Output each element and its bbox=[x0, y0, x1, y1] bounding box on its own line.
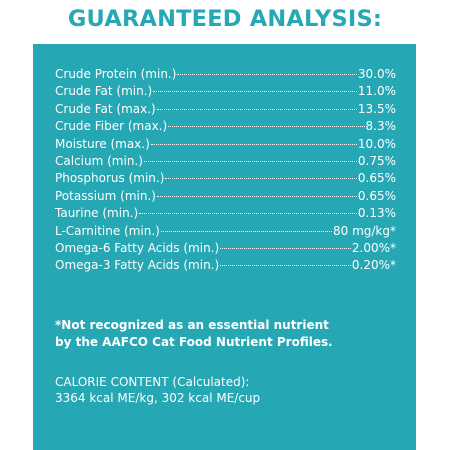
analysis-panel: Crude Protein (min.) 30.0% Crude Fat (mi… bbox=[33, 44, 416, 450]
footnote-line: *Not recognized as an essential nutrient bbox=[55, 318, 329, 332]
nutrient-label: Potassium (min.) bbox=[55, 188, 156, 203]
calorie-heading: CALORIE CONTENT (Calculated): bbox=[55, 375, 250, 389]
nutrient-label: Crude Fiber (max.) bbox=[55, 119, 168, 134]
nutrient-value: 0.20%* bbox=[351, 258, 396, 273]
nutrient-value: 0.13% bbox=[357, 206, 396, 221]
nutrient-value: 13.5% bbox=[357, 101, 396, 116]
dot-leader bbox=[177, 74, 357, 75]
dot-leader bbox=[150, 143, 357, 145]
nutrient-label: Taurine (min.) bbox=[55, 206, 139, 221]
nutrient-value: 0.65% bbox=[357, 188, 396, 203]
analysis-row: Crude Fat (max.) 13.5% bbox=[55, 101, 396, 118]
analysis-row: Crude Protein (min.) 30.0% bbox=[55, 66, 396, 83]
analysis-row: Phosphorus (min.) 0.65% bbox=[55, 170, 396, 187]
dot-leader bbox=[220, 247, 351, 249]
nutrient-value: 11.0% bbox=[357, 84, 396, 99]
dot-leader bbox=[165, 178, 357, 180]
nutrient-label: Calcium (min.) bbox=[55, 153, 143, 168]
nutrient-label: L-Carnitine (min.) bbox=[55, 223, 160, 238]
nutrient-label: Phosphorus (min.) bbox=[55, 171, 165, 186]
nutrient-label: Crude Fat (min.) bbox=[55, 84, 153, 99]
dot-leader bbox=[220, 265, 351, 267]
dot-leader bbox=[139, 213, 357, 215]
nutrient-label: Moisture (max.) bbox=[55, 136, 150, 151]
nutrient-label: Crude Protein (min.) bbox=[55, 67, 177, 81]
dot-leader bbox=[143, 160, 357, 162]
nutrient-label: Omega-3 Fatty Acids (min.) bbox=[55, 258, 220, 273]
calorie-value: 3364 kcal ME/kg, 302 kcal ME/cup bbox=[55, 391, 261, 405]
page-title: GUARANTEED ANALYSIS: bbox=[67, 6, 383, 32]
calorie-content: CALORIE CONTENT (Calculated): 3364 kcal … bbox=[55, 374, 405, 406]
dot-leader bbox=[156, 108, 357, 110]
analysis-row: Crude Fiber (max.) 8.3% bbox=[55, 118, 396, 135]
nutrient-value: 0.75% bbox=[357, 153, 396, 168]
analysis-row: Calcium (min.) 0.75% bbox=[55, 153, 396, 170]
analysis-list: Crude Protein (min.) 30.0% Crude Fat (mi… bbox=[55, 66, 396, 275]
footnote: *Not recognized as an essential nutrient… bbox=[55, 317, 405, 351]
footnote-line: by the AAFCO Cat Food Nutrient Profiles. bbox=[55, 335, 333, 349]
nutrient-label: Crude Fat (max.) bbox=[55, 101, 156, 116]
nutrient-value: 10.0% bbox=[357, 136, 396, 151]
analysis-row: Omega-6 Fatty Acids (min.) 2.00%* bbox=[55, 240, 396, 257]
nutrient-value: 0.65% bbox=[357, 171, 396, 186]
dot-leader bbox=[168, 126, 365, 128]
nutrient-label: Omega-6 Fatty Acids (min.) bbox=[55, 240, 220, 255]
dot-leader bbox=[160, 230, 332, 232]
analysis-row: Taurine (min.) 0.13% bbox=[55, 205, 396, 222]
analysis-row: Omega-3 Fatty Acids (min.) 0.20%* bbox=[55, 257, 396, 274]
nutrient-value: 80 mg/kg* bbox=[333, 223, 396, 238]
analysis-row: L-Carnitine (min.) 80 mg/kg* bbox=[55, 223, 396, 240]
dot-leader bbox=[153, 91, 357, 93]
nutrient-value: 8.3% bbox=[365, 119, 397, 134]
nutrient-value: 2.00%* bbox=[351, 240, 396, 255]
analysis-row: Potassium (min.) 0.65% bbox=[55, 188, 396, 205]
nutrient-value: 30.0% bbox=[357, 67, 396, 81]
analysis-row: Moisture (max.) 10.0% bbox=[55, 136, 396, 153]
dot-leader bbox=[156, 195, 357, 197]
analysis-row: Crude Fat (min.) 11.0% bbox=[55, 83, 396, 100]
